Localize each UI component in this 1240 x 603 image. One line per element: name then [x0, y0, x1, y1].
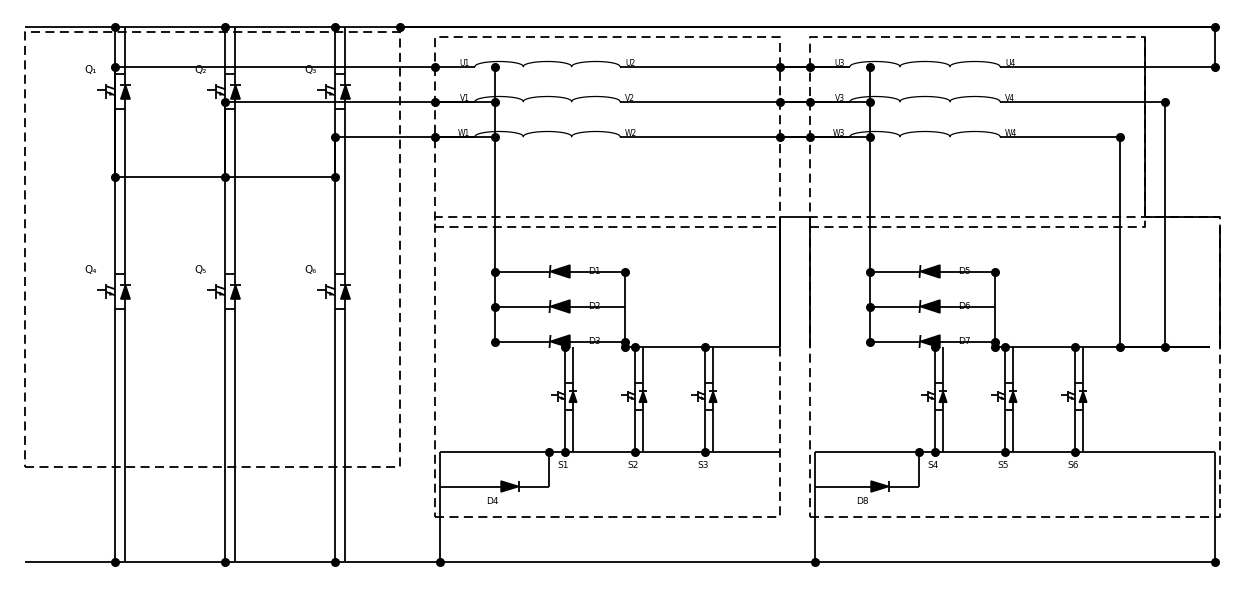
Text: S3: S3	[697, 461, 709, 470]
Polygon shape	[120, 85, 130, 99]
Text: U3: U3	[835, 59, 844, 68]
Text: D4: D4	[486, 497, 498, 506]
Polygon shape	[231, 85, 241, 99]
Polygon shape	[870, 481, 889, 492]
Polygon shape	[920, 300, 940, 313]
Text: Q₂: Q₂	[195, 65, 207, 75]
Polygon shape	[341, 85, 350, 99]
Text: D8: D8	[856, 497, 868, 506]
Text: V2: V2	[625, 94, 635, 103]
Text: D7: D7	[959, 337, 971, 346]
Polygon shape	[1009, 391, 1017, 402]
Text: S1: S1	[557, 461, 569, 470]
Text: S6: S6	[1068, 461, 1079, 470]
Text: U2: U2	[625, 59, 635, 68]
Text: S2: S2	[627, 461, 639, 470]
Polygon shape	[551, 265, 570, 278]
Text: D3: D3	[588, 337, 600, 346]
Text: V1: V1	[460, 94, 470, 103]
Text: W2: W2	[625, 129, 637, 138]
Text: D6: D6	[959, 302, 971, 311]
Text: Q₆: Q₆	[305, 265, 317, 276]
Text: V4: V4	[1004, 94, 1016, 103]
Text: D5: D5	[959, 267, 971, 276]
Polygon shape	[569, 391, 577, 402]
Text: D2: D2	[588, 302, 600, 311]
Polygon shape	[501, 481, 520, 492]
Text: W4: W4	[1004, 129, 1017, 138]
Text: Q₃: Q₃	[305, 65, 317, 75]
Text: W1: W1	[458, 129, 470, 138]
Polygon shape	[709, 391, 717, 402]
Polygon shape	[120, 285, 130, 299]
Text: Q₄: Q₄	[84, 265, 97, 276]
Text: U4: U4	[1004, 59, 1016, 68]
Text: Q₅: Q₅	[195, 265, 207, 276]
Text: D1: D1	[588, 267, 600, 276]
Polygon shape	[920, 265, 940, 278]
Polygon shape	[920, 335, 940, 348]
Text: Q₁: Q₁	[84, 65, 97, 75]
Polygon shape	[551, 300, 570, 313]
Polygon shape	[551, 335, 570, 348]
Polygon shape	[1079, 391, 1087, 402]
Text: S4: S4	[928, 461, 939, 470]
Polygon shape	[231, 285, 241, 299]
Text: V3: V3	[835, 94, 844, 103]
Polygon shape	[341, 285, 350, 299]
Text: W3: W3	[832, 129, 844, 138]
Text: U1: U1	[460, 59, 470, 68]
Polygon shape	[640, 391, 647, 402]
Text: S5: S5	[997, 461, 1009, 470]
Polygon shape	[939, 391, 947, 402]
